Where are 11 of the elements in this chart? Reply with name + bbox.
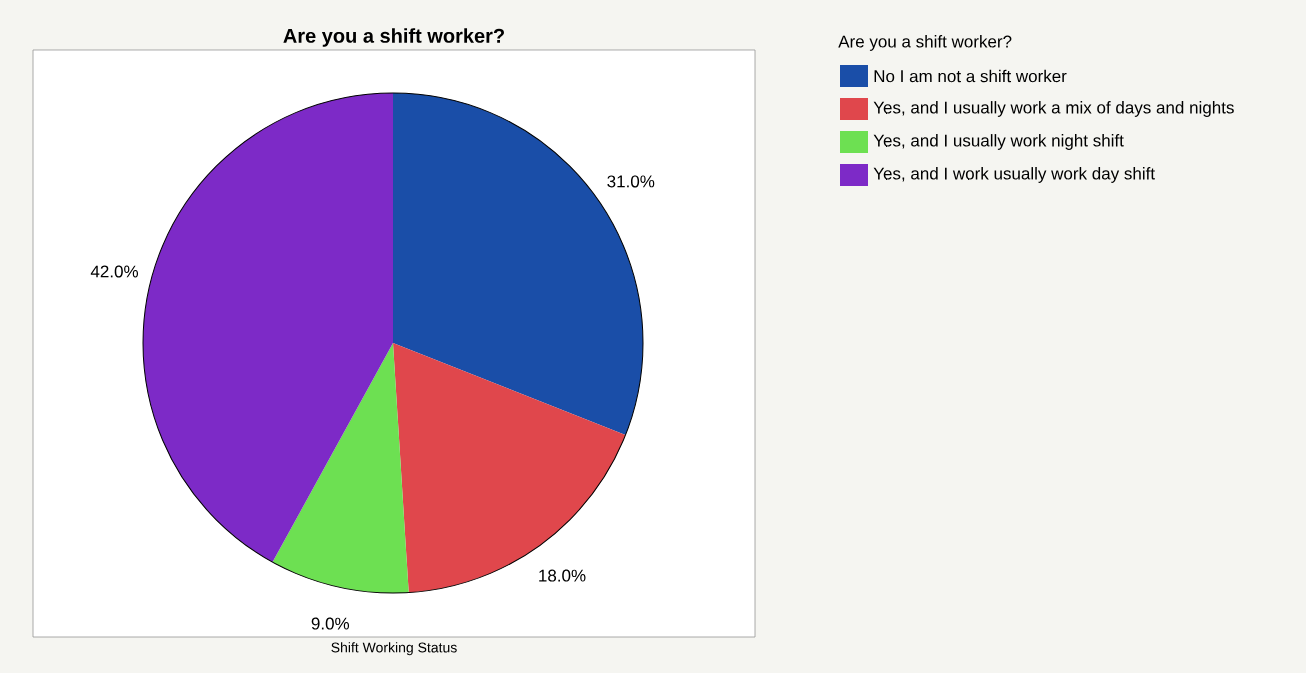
- data-label: 31.0%: [607, 175, 655, 188]
- text: Shift Working Status: [331, 642, 457, 656]
- legend-title: Are you a shift worker?: [838, 35, 1012, 51]
- data-label: 9.0%: [311, 617, 350, 630]
- legend-label: Yes, and I work usually work day shift: [873, 167, 1155, 183]
- legend-label: No I am not a shift worker: [874, 69, 1067, 83]
- legend-label: Yes, and I usually work a mix of days and nights: [873, 101, 1234, 117]
- data-label: 18.0%: [539, 569, 586, 582]
- legend-label: Yes, and I usually work night shift: [873, 134, 1124, 150]
- chart-title: Are you a shift worker?: [283, 28, 504, 47]
- data-label: 42.0%: [90, 265, 139, 278]
